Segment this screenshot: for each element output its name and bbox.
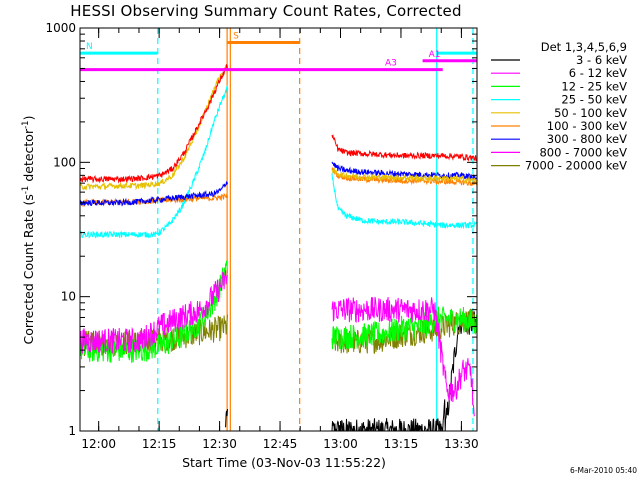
y-tick-label: 1000 (45, 21, 76, 35)
legend-entry: 6 - 12 keV (569, 66, 627, 80)
legend-entry: 50 - 100 keV (554, 106, 627, 120)
legend-header: Det 1,3,4,5,6,9 (541, 40, 627, 54)
y-tick-label: 10 (61, 290, 76, 304)
series-8 (80, 64, 477, 191)
series-line-5-1 (331, 172, 477, 230)
series-line-5-0 (80, 84, 228, 239)
y-axis-title-part2: detector (21, 128, 36, 186)
y-tick-label: 100 (53, 155, 76, 169)
series-line-3-0 (80, 270, 228, 354)
series-line-9-0 (80, 64, 228, 184)
legend-entry: 25 - 50 keV (561, 93, 627, 107)
x-axis: 12:00 12:15 12:30 12:45 13:00 13:15 13:30 (81, 28, 479, 451)
plot-frame (79, 27, 478, 432)
series-5 (80, 84, 477, 239)
series-9 (80, 64, 477, 184)
y-axis-title-sup2: -1 (21, 120, 31, 128)
legend-entry: 300 - 800 keV (547, 132, 627, 146)
legend-entry: 12 - 25 keV (561, 79, 627, 93)
legend-entry: 100 - 300 keV (547, 119, 627, 133)
series-7 (80, 161, 477, 207)
x-tick-label: 13:15 (384, 437, 419, 451)
series-0 (224, 310, 477, 431)
series-line-7-1 (331, 161, 477, 181)
state-bar-label-4: A1 (429, 50, 441, 60)
series-line-0-0 (224, 408, 228, 428)
y-axis-title-part1: Corrected Count Rate (s (21, 194, 36, 344)
state-bar-label-0: N (86, 42, 93, 52)
x-tick-label: 13:00 (323, 437, 358, 451)
chart-title: HESSI Observing Summary Count Rates, Cor… (70, 2, 461, 20)
state-bar-label-5: A3 (385, 59, 397, 69)
legend-entry: 7000 - 20000 keV (525, 159, 627, 173)
x-tick-label: 12:45 (263, 437, 298, 451)
series-line-0-1 (331, 310, 477, 431)
footer-timestamp: 6-Mar-2010 05:40 (570, 466, 637, 475)
x-tick-label: 13:30 (444, 437, 479, 451)
y-tick-label: 1 (68, 424, 76, 438)
plot-area (80, 28, 477, 431)
x-tick-label: 12:00 (81, 437, 116, 451)
legend-entry: 3 - 6 keV (576, 53, 627, 67)
series-line-8-1 (331, 167, 477, 184)
series-line-7-0 (80, 181, 228, 207)
x-axis-title: Start Time (03-Nov-03 11:55:22) (182, 455, 386, 470)
y-axis-title: Corrected Count Rate (s-1 detector-1) (21, 116, 36, 345)
series-line-6-1 (331, 167, 477, 187)
series-line-2-1 (331, 306, 477, 351)
x-tick-label: 12:15 (142, 437, 177, 451)
y-axis-title-sup1: -1 (21, 186, 31, 194)
legend-entry: 800 - 7000 keV (539, 145, 627, 159)
series-line-8-0 (80, 64, 228, 191)
state-bar-label-2: S (233, 31, 239, 41)
x-tick-label: 12:30 (202, 437, 237, 451)
series-line-9-1 (331, 134, 477, 162)
y-axis: 1 10 100 1000 (45, 21, 477, 438)
y-axis-title-part3: ) (21, 116, 36, 121)
series-3 (80, 270, 476, 417)
series-line-3-1 (331, 296, 476, 417)
